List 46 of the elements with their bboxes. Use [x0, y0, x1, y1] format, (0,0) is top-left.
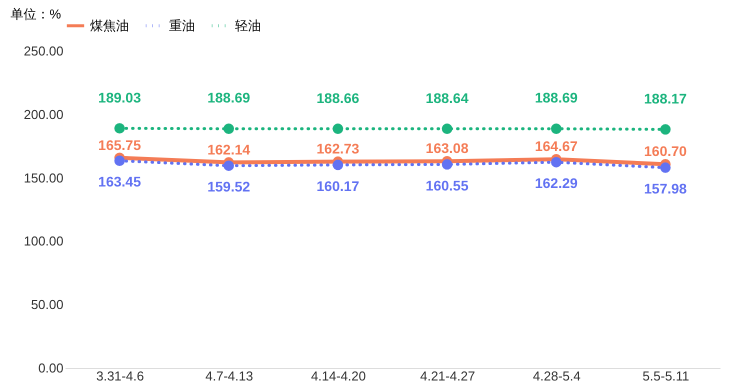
x-tick-label: 3.31-4.6: [96, 368, 144, 384]
y-tick-label: 50.00: [30, 297, 64, 312]
x-tick-label: 4.21-4.27: [420, 368, 476, 384]
x-tick-label: 5.5-5.11: [642, 368, 690, 384]
data-label: 162.14: [207, 141, 250, 158]
data-label: 160.55: [426, 177, 469, 194]
legend-label: 煤焦油: [90, 18, 129, 33]
point: [660, 162, 671, 173]
y-tick-label: 150.00: [24, 170, 64, 186]
data-label: 163.45: [98, 174, 142, 190]
point: [114, 123, 125, 134]
data-label: 160.17: [316, 178, 360, 194]
data-label: 163.08: [426, 140, 469, 156]
point: [551, 156, 562, 168]
point: [332, 160, 344, 170]
point: [442, 124, 452, 134]
data-label: 164.67: [534, 138, 578, 154]
legend-label: 轻油: [235, 18, 261, 33]
data-label: 188.64: [426, 90, 469, 106]
data-label: 162.29: [534, 175, 578, 192]
point: [224, 160, 234, 171]
data-label: 157.98: [644, 180, 688, 197]
point: [332, 124, 344, 134]
data-label: 188.69: [534, 90, 578, 106]
point: [224, 124, 234, 134]
point: [442, 159, 452, 170]
x-tick-label: 4.14-4.20: [310, 368, 366, 384]
data-label: 165.75: [98, 136, 142, 153]
data-label: 188.69: [207, 90, 250, 106]
x-tick-label: 4.7-4.13: [205, 368, 254, 384]
point: [114, 156, 125, 166]
data-label: 188.66: [316, 90, 360, 106]
data-label: 160.70: [644, 143, 688, 160]
y-tick-label: 100.00: [24, 234, 64, 249]
legend-label: 重油: [169, 18, 195, 33]
data-label: 159.52: [207, 178, 250, 195]
data-label: 189.03: [98, 89, 142, 106]
y-tick-label: 250.00: [24, 44, 64, 58]
y-tick-label: 0.00: [38, 360, 64, 376]
y-tick-label: 200.00: [24, 106, 64, 122]
x-tick-label: 4.28-5.4: [532, 368, 581, 384]
data-label: 188.17: [644, 90, 688, 106]
y-axis-title: 单位：%: [10, 6, 62, 22]
point: [551, 124, 562, 134]
point: [660, 124, 671, 135]
data-label: 162.73: [316, 140, 360, 157]
